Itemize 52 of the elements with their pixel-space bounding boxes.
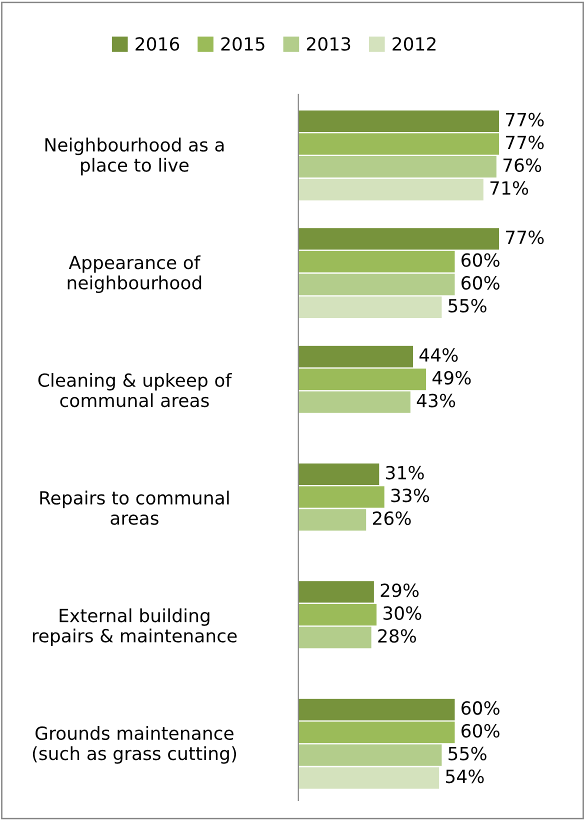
data-label: 55% <box>448 746 486 760</box>
data-label: 49% <box>432 370 471 385</box>
bar <box>298 368 426 390</box>
data-label: 33% <box>391 488 430 502</box>
bar <box>298 391 410 413</box>
data-label: 60% <box>462 253 500 267</box>
data-label: 77% <box>506 112 544 126</box>
y-tick-label: Neighbourhood as a place to live <box>45 138 224 176</box>
bar <box>298 178 484 200</box>
data-label: 29% <box>380 584 419 598</box>
data-label: 43% <box>416 394 456 408</box>
bar <box>298 509 366 531</box>
y-tick-label: Appearance of neighbourhood <box>68 255 202 294</box>
data-label: 76% <box>503 158 542 172</box>
data-label: 55% <box>448 298 486 312</box>
data-label: 77% <box>506 136 544 150</box>
bar <box>298 767 440 789</box>
data-label: 26% <box>372 511 411 526</box>
data-label: 60% <box>462 701 500 715</box>
legend-label: 2012 <box>392 37 436 51</box>
legend-label: 2015 <box>221 37 264 51</box>
y-tick-label: External building repairs & maintenance <box>32 608 237 646</box>
bar <box>298 464 380 485</box>
data-label: 77% <box>506 230 544 244</box>
bar <box>298 250 455 272</box>
y-tick-label: Grounds maintenance (such as grass cutting) <box>32 726 236 764</box>
data-label: 60% <box>462 724 500 738</box>
data-label: 44% <box>419 348 458 362</box>
data-label: 54% <box>446 770 484 784</box>
bar <box>298 744 442 766</box>
data-label: 30% <box>383 606 422 620</box>
bar <box>298 296 442 318</box>
bar <box>298 110 500 132</box>
bar <box>298 274 455 296</box>
data-label: 28% <box>378 629 416 643</box>
bar <box>298 722 455 744</box>
data-label: 60% <box>462 276 500 290</box>
bar <box>298 626 372 648</box>
y-tick-label: Repairs to communal areas <box>40 490 229 525</box>
legend-label: 2013 <box>306 37 350 51</box>
data-label: 31% <box>386 466 424 480</box>
legend-label: 2016 <box>136 37 180 51</box>
data-label: 71% <box>490 181 528 195</box>
bar <box>298 604 377 626</box>
bar <box>298 486 384 508</box>
bar <box>298 156 496 178</box>
bar <box>298 346 414 368</box>
bar <box>298 228 500 250</box>
bar <box>298 581 374 603</box>
y-tick-label: Cleaning & upkeep of communal areas <box>38 373 232 408</box>
bar <box>298 698 455 720</box>
bar <box>298 133 500 155</box>
